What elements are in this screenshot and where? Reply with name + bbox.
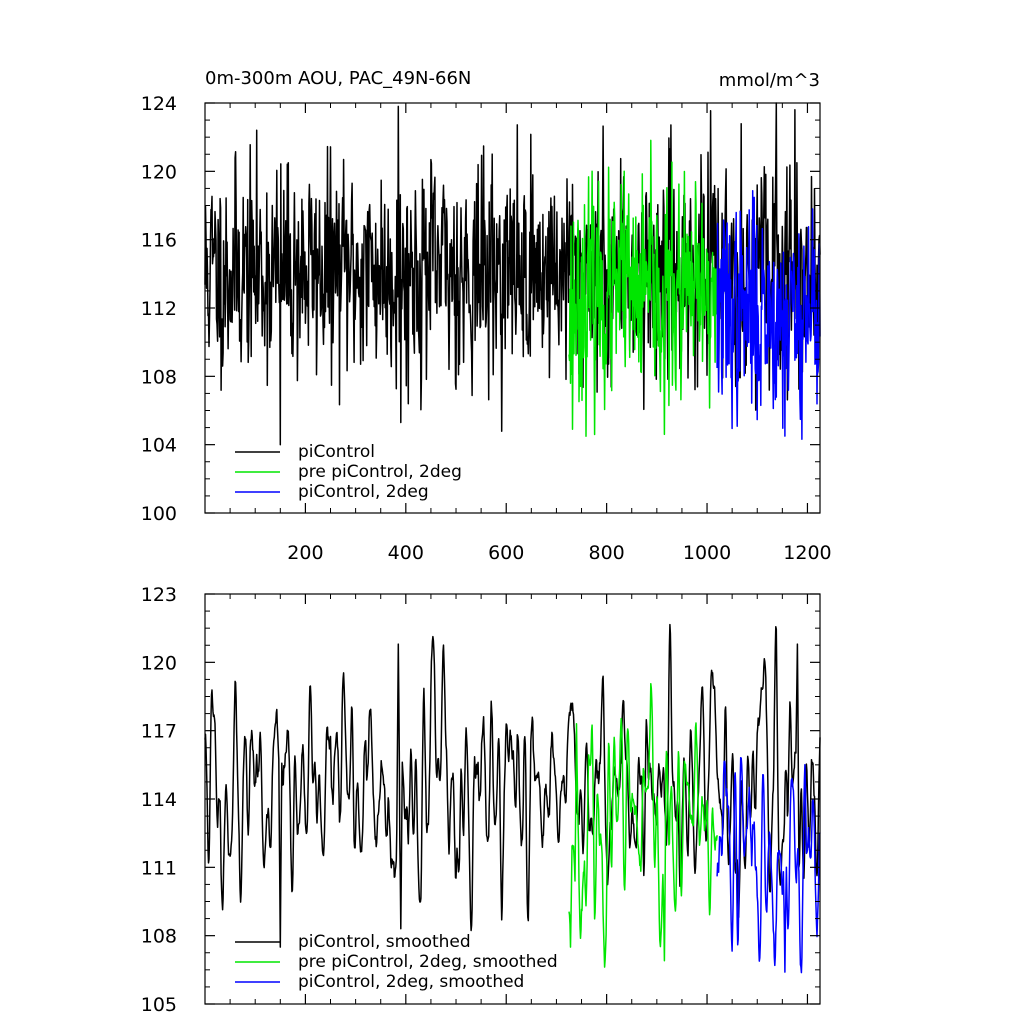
series-line-pre-picontrol-2deg-smoothed [568, 682, 718, 968]
y-tick-label: 111 [141, 857, 177, 879]
y-tick-label: 108 [141, 366, 177, 388]
top-panel-units: mmol/m^3 [719, 70, 820, 91]
top-panel: 0m-300m AOU, PAC_49N-66N mmol/m^3 100 104… [141, 68, 832, 564]
x-tick-label: 400 [388, 542, 424, 564]
y-tick-label: 124 [141, 93, 177, 115]
y-tick-label: 123 [141, 584, 177, 606]
y-tick-label: 117 [141, 721, 177, 743]
series-line-pre-picontrol-2deg [568, 139, 718, 437]
legend-label-picontrol-2deg-smoothed: piControl, 2deg, smoothed [298, 972, 524, 992]
legend-label-picontrol-2deg: piControl, 2deg [298, 482, 429, 502]
y-tick-label: 120 [141, 652, 177, 674]
y-tick-label: 116 [141, 230, 177, 252]
legend-label-pre-picontrol-2deg-smoothed: pre piControl, 2deg, smoothed [298, 952, 558, 972]
y-tick-label: 112 [141, 298, 177, 320]
x-tick-label: 1200 [783, 542, 831, 564]
bottom-panel-legend: piControl, smoothed pre piControl, 2deg,… [235, 932, 558, 992]
y-tick-label: 108 [141, 926, 177, 948]
legend-label-picontrol-smoothed: piControl, smoothed [298, 932, 471, 952]
bottom-panel: 105 108 111 114 117 120 123 piControl, smoothe… [141, 584, 821, 1016]
y-tick-label: 105 [141, 994, 177, 1016]
y-tick-label: 100 [141, 503, 177, 525]
series-line-picontrol-2deg [716, 189, 821, 441]
y-tick-label: 104 [141, 435, 177, 457]
x-tick-label: 1000 [683, 542, 731, 564]
y-tick-label: 120 [141, 161, 177, 183]
top-panel-ticks: 100 104 108 112 116 120 124 200 400 600 800 1000 120… [141, 93, 832, 564]
x-tick-label: 800 [588, 542, 624, 564]
bottom-panel-series [204, 623, 821, 974]
legend-label-picontrol: piControl [298, 442, 375, 462]
y-tick-label: 114 [141, 789, 177, 811]
series-line-picontrol-smoothed [204, 623, 821, 948]
x-tick-label: 600 [488, 542, 524, 564]
bottom-panel-ticks: 105 108 111 114 117 120 123 [141, 584, 820, 1016]
top-panel-legend: piControl pre piControl, 2deg piControl,… [235, 442, 462, 502]
top-panel-series [204, 102, 821, 446]
legend-label-pre-picontrol-2deg: pre piControl, 2deg [298, 462, 462, 482]
x-tick-label: 200 [287, 542, 323, 564]
series-line-picontrol-2deg-smoothed [716, 756, 821, 974]
top-panel-title: 0m-300m AOU, PAC_49N-66N [205, 68, 471, 89]
